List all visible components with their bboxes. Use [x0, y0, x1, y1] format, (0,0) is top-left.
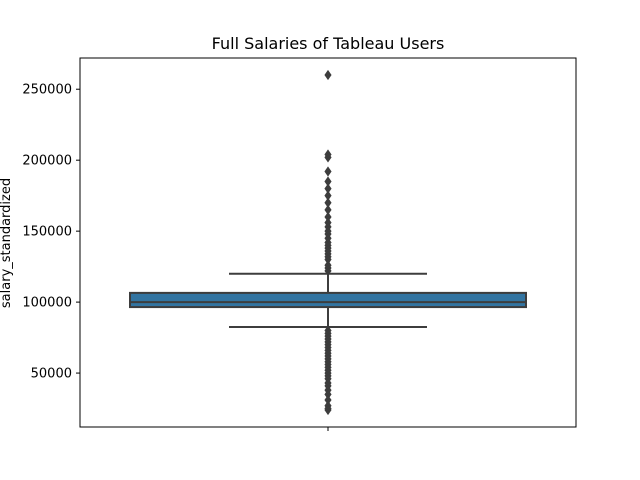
outlier-point [324, 217, 332, 228]
outliers-group [324, 69, 332, 416]
y-axis-label: salary_standardized [0, 178, 14, 308]
outlier-point [324, 204, 332, 215]
chart-title: Full Salaries of Tableau Users [212, 34, 445, 53]
outlier-point [324, 197, 332, 208]
y-tick-label: 200000 [22, 154, 72, 169]
outlier-point [324, 183, 332, 194]
box-group [129, 272, 527, 328]
outlier-point [324, 211, 332, 223]
outlier-point [324, 69, 332, 81]
y-tick-label: 150000 [22, 225, 72, 240]
y-tick-label: 50000 [31, 367, 72, 382]
outlier-point [324, 149, 332, 160]
outlier-point [324, 176, 332, 187]
outlier-point [324, 166, 332, 177]
y-axis-ticks: 50000 100000 150000 200000 250000 [22, 83, 80, 382]
y-tick-label: 100000 [22, 296, 72, 311]
outlier-point [324, 260, 332, 271]
outlier-point [324, 190, 332, 201]
outlier-point [324, 404, 332, 416]
interquartile-box [129, 291, 527, 309]
y-tick-label: 250000 [22, 83, 72, 98]
